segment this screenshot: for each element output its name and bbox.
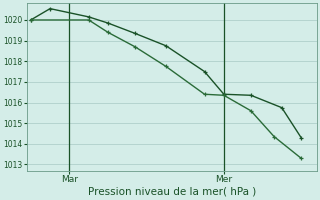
X-axis label: Pression niveau de la mer( hPa ): Pression niveau de la mer( hPa )	[88, 187, 256, 197]
